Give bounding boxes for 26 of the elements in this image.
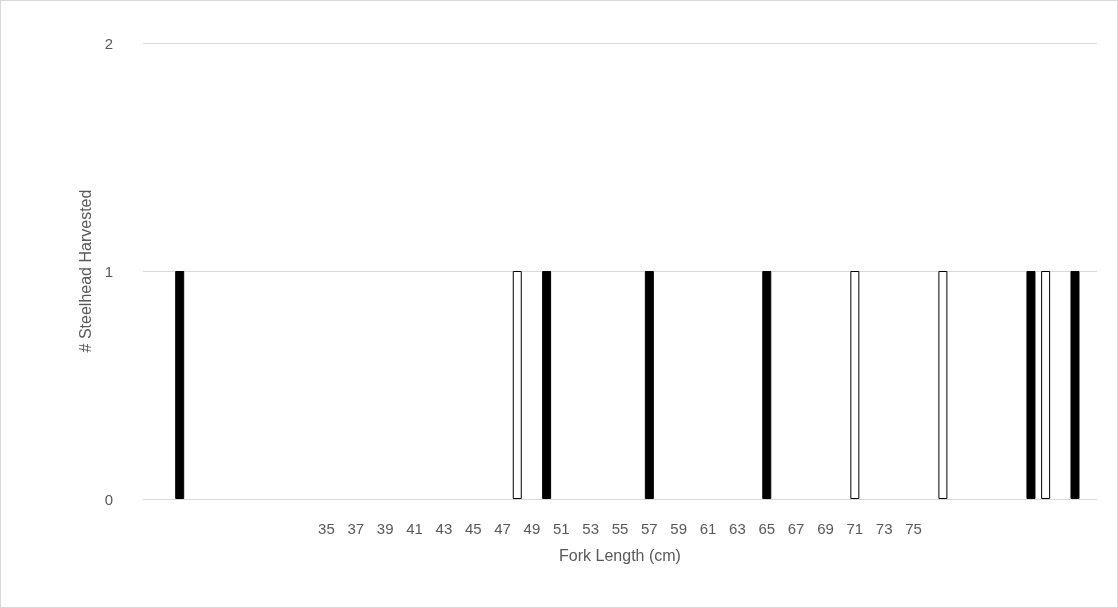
x-tick-label: 53 — [582, 520, 599, 537]
x-tick-label: 55 — [611, 520, 629, 537]
x-tick-label: 61 — [699, 520, 717, 537]
x-tick-label: 51 — [552, 520, 570, 537]
x-tick-label: 65 — [758, 520, 776, 537]
x-tick-label: 47 — [494, 520, 511, 537]
y-tick-label: 2 — [104, 34, 113, 52]
x-tick-label: 69 — [817, 520, 834, 537]
x-tick-label: 73 — [875, 520, 893, 537]
x-tick-label: 59 — [670, 520, 688, 537]
x-tick-label: 63 — [729, 520, 746, 537]
y-tick-label: 0 — [104, 490, 113, 508]
y-axis-title: # Steelhead Harvested — [76, 189, 94, 353]
x-tick-label: 49 — [523, 520, 541, 537]
x-axis-title: Fork Length (cm) — [559, 546, 681, 564]
x-tick-label: 43 — [435, 520, 453, 537]
y-tick-label: 1 — [104, 262, 113, 280]
x-tick-label: 67 — [787, 520, 805, 537]
x-tick-label: 39 — [376, 520, 394, 537]
x-tick-label: 75 — [905, 520, 922, 537]
x-tick-label: 37 — [347, 520, 365, 537]
x-tick-label: 41 — [406, 520, 423, 537]
x-tick-label: 45 — [464, 520, 482, 537]
x-tick-label: 71 — [846, 520, 864, 537]
x-tick-label: 57 — [641, 520, 658, 537]
x-tick-label: 35 — [318, 520, 335, 537]
